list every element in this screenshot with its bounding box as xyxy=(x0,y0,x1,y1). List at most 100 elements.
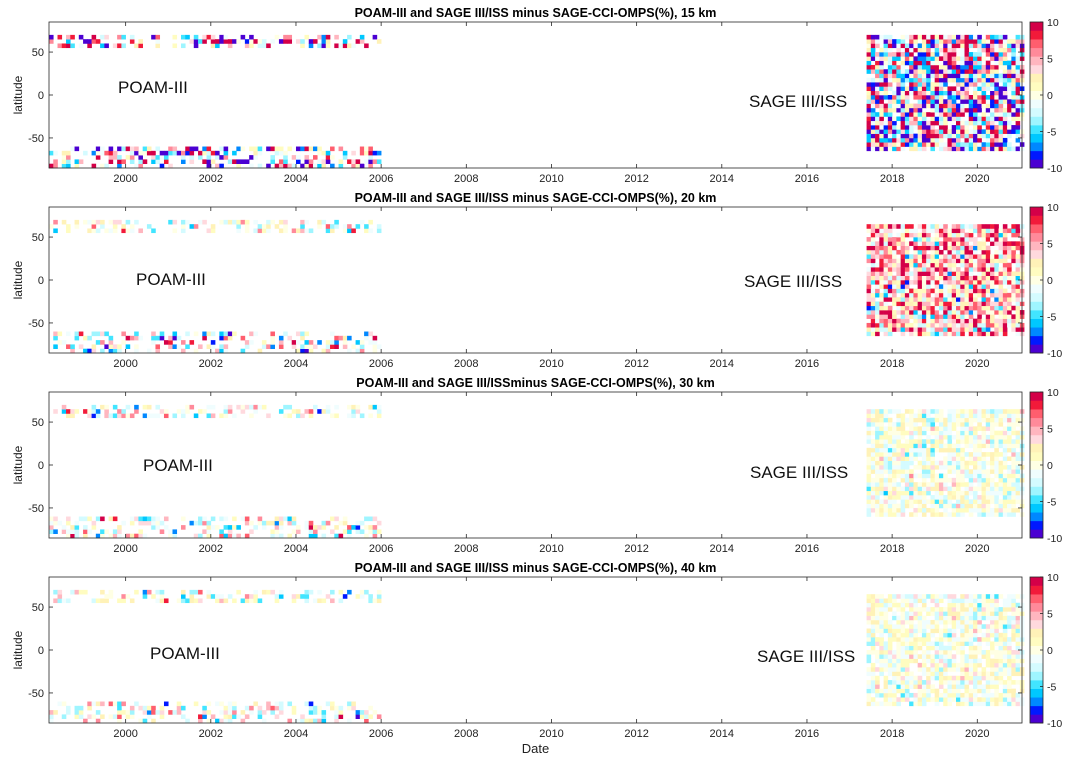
heatmap-cell xyxy=(304,520,310,526)
heatmap-cell xyxy=(964,680,970,685)
heatmap-cell xyxy=(951,413,957,419)
heatmap-cell xyxy=(938,39,944,44)
heatmap-cell xyxy=(943,465,948,470)
heatmap-cell xyxy=(159,155,165,160)
heatmap-cell xyxy=(295,409,301,414)
heatmap-cell xyxy=(875,82,880,87)
heatmap-cell xyxy=(913,297,918,302)
heatmap-cell xyxy=(883,82,889,87)
colorbar-segment xyxy=(1030,159,1043,169)
heatmap-cell xyxy=(896,473,901,479)
heatmap-cell xyxy=(973,619,978,625)
heatmap-cell xyxy=(227,409,233,414)
heatmap-cell xyxy=(981,482,987,487)
heatmap-cell xyxy=(57,589,63,595)
heatmap-cell xyxy=(973,611,978,616)
heatmap-cell xyxy=(342,150,348,156)
heatmap-cell xyxy=(990,417,995,423)
heatmap-cell xyxy=(870,671,876,677)
heatmap-cell xyxy=(964,82,970,87)
heatmap-cell xyxy=(883,482,889,487)
heatmap-cell xyxy=(934,327,940,332)
colorbar-segment xyxy=(1030,310,1043,319)
heatmap-cell xyxy=(943,628,948,634)
heatmap-cell xyxy=(990,56,995,61)
heatmap-cell xyxy=(879,624,884,629)
heatmap-cell xyxy=(926,52,931,57)
heatmap-cell xyxy=(892,39,897,44)
heatmap-cell xyxy=(990,254,995,259)
heatmap-cell xyxy=(973,133,978,139)
heatmap-cell xyxy=(947,443,953,449)
heatmap-cell xyxy=(994,503,999,509)
heatmap-cell xyxy=(917,297,923,302)
heatmap-cell xyxy=(943,654,948,659)
heatmap-cell xyxy=(1002,60,1008,66)
heatmap-cell xyxy=(879,64,884,70)
heatmap-cell xyxy=(968,297,974,302)
heatmap-cell xyxy=(181,340,186,345)
heatmap-cell xyxy=(78,710,84,715)
heatmap-cell xyxy=(866,615,872,621)
heatmap-cell xyxy=(1007,439,1012,444)
heatmap-cell xyxy=(990,228,995,234)
heatmap-cell xyxy=(909,426,914,431)
heatmap-cell xyxy=(78,344,84,349)
heatmap-cell xyxy=(981,297,987,302)
heatmap-cell xyxy=(913,112,918,117)
heatmap-cell xyxy=(866,322,872,328)
heatmap-cell xyxy=(973,254,978,259)
heatmap-cell xyxy=(866,473,872,479)
heatmap-cell xyxy=(308,589,314,595)
heatmap-cell xyxy=(261,340,267,345)
heatmap-cell xyxy=(875,310,880,315)
heatmap-cell xyxy=(998,107,1004,113)
heatmap-cell xyxy=(313,533,318,539)
heatmap-cell xyxy=(973,477,978,483)
heatmap-cell xyxy=(973,120,978,126)
heatmap-cell xyxy=(913,73,918,79)
heatmap-cell xyxy=(155,39,161,44)
heatmap-cell xyxy=(291,228,297,234)
heatmap-cell xyxy=(926,680,931,685)
heatmap-cell xyxy=(900,473,906,479)
heatmap-cell xyxy=(240,335,246,341)
heatmap-cell xyxy=(985,680,991,685)
heatmap-cell xyxy=(917,680,923,685)
heatmap-cell xyxy=(968,490,974,496)
heatmap-cell xyxy=(947,249,953,255)
heatmap-cell xyxy=(879,90,884,96)
heatmap-cell xyxy=(938,297,944,302)
heatmap-cell xyxy=(968,249,974,255)
heatmap-cell xyxy=(896,688,901,694)
heatmap-cell xyxy=(977,477,982,483)
heatmap-cell xyxy=(917,495,923,500)
heatmap-cell xyxy=(1011,456,1016,461)
heatmap-cell xyxy=(1007,103,1012,109)
heatmap-cell xyxy=(274,34,280,40)
heatmap-cell xyxy=(163,409,169,414)
heatmap-cell xyxy=(66,710,71,715)
heatmap-cell xyxy=(870,594,876,599)
heatmap-cell xyxy=(870,409,876,414)
heatmap-cell xyxy=(960,662,965,668)
heatmap-cell xyxy=(181,228,186,234)
heatmap-cell xyxy=(985,245,991,251)
heatmap-cell xyxy=(985,507,991,513)
heatmap-cell xyxy=(900,232,906,238)
heatmap-cell xyxy=(943,314,948,319)
heatmap-cell xyxy=(146,150,152,156)
heatmap-cell xyxy=(990,43,995,49)
heatmap-cell xyxy=(278,219,284,225)
heatmap-cell xyxy=(359,520,365,526)
heatmap-cell xyxy=(1002,271,1008,276)
heatmap-cell xyxy=(193,34,199,40)
heatmap-cell xyxy=(994,232,999,238)
heatmap-cell xyxy=(244,159,250,164)
heatmap-cell xyxy=(930,409,936,414)
heatmap-cell xyxy=(921,632,927,638)
heatmap-cell xyxy=(278,533,284,539)
heatmap-cell xyxy=(253,155,258,160)
heatmap-cell xyxy=(129,598,135,604)
heatmap-cell xyxy=(1015,490,1021,496)
